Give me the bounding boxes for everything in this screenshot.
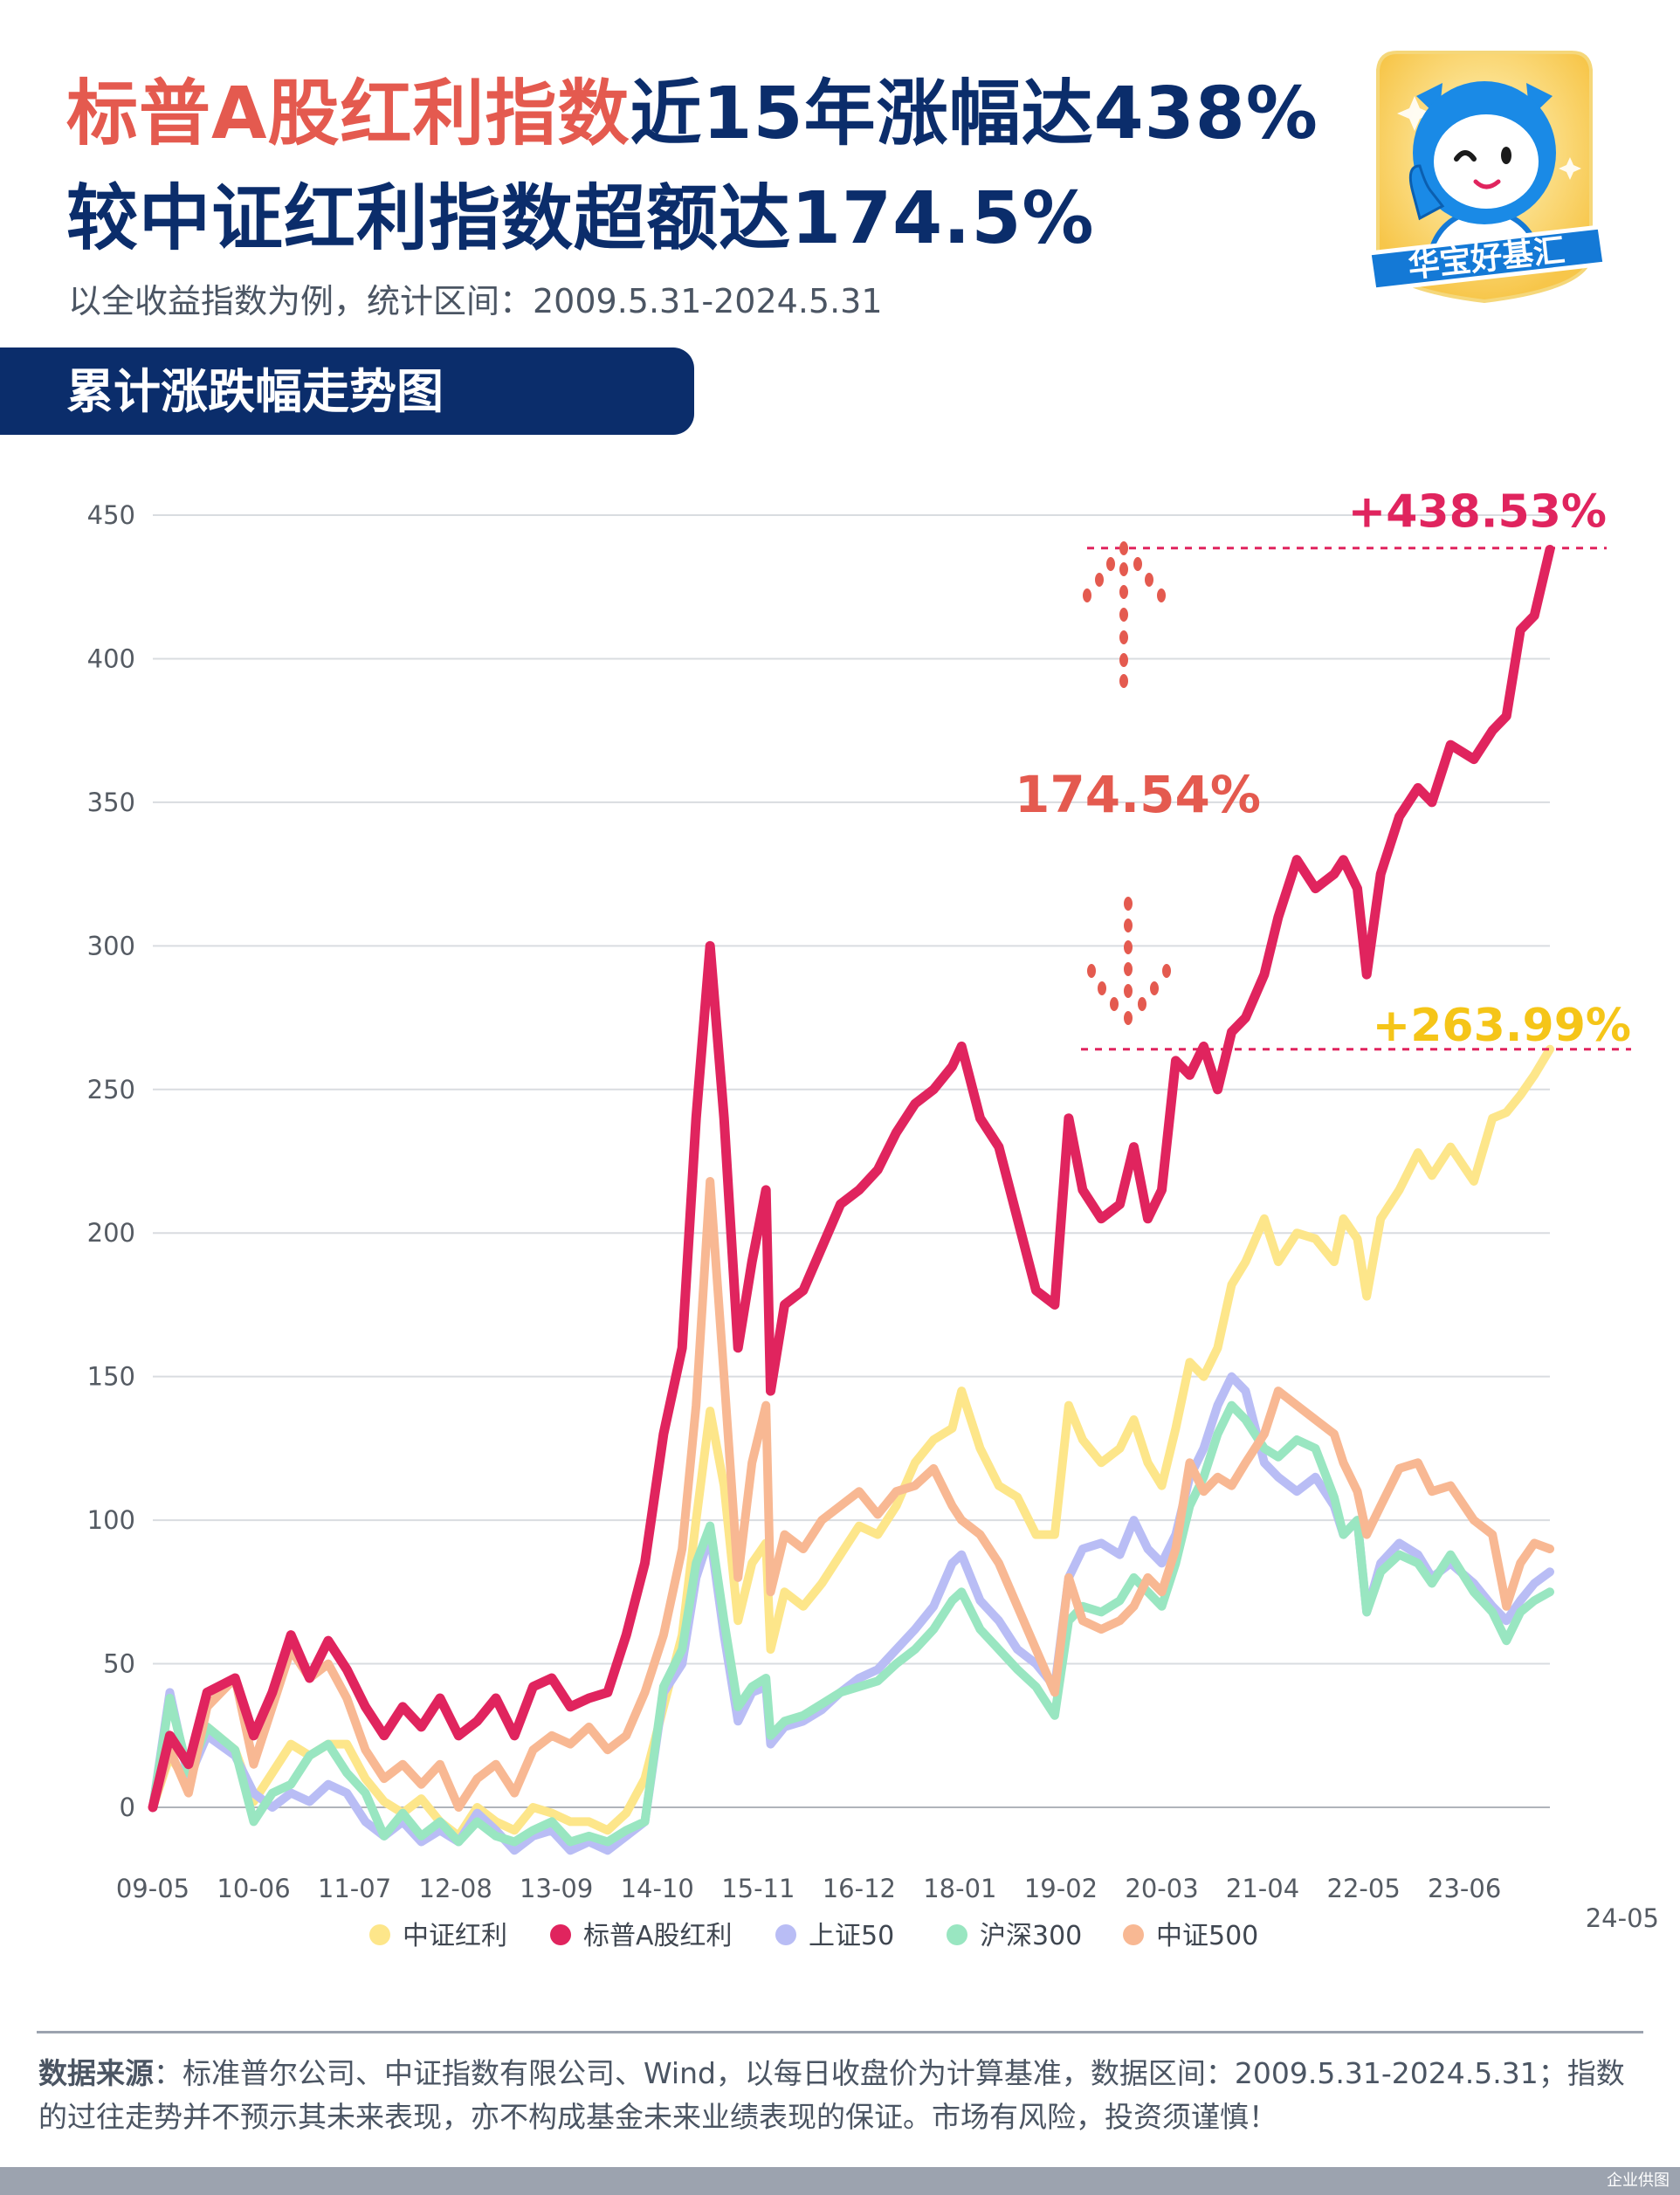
- arrow-dot: [1106, 557, 1115, 571]
- mascot-thumb-icon: [1408, 164, 1445, 221]
- x-tick-label: 15-11: [721, 1874, 795, 1903]
- section-banner: 累计涨跌幅走势图: [0, 347, 694, 435]
- arrow-dot: [1119, 585, 1128, 599]
- mascot-left-eye-icon: [1454, 150, 1477, 162]
- section-title: 累计涨跌幅走势图: [66, 364, 444, 419]
- arrow-dot: [1119, 608, 1128, 622]
- arrow-dot: [1124, 1011, 1133, 1025]
- legend-label-bphl: 标普A股红利: [583, 1921, 733, 1951]
- arrow-dot: [1145, 573, 1153, 587]
- mascot-mouth-icon: [1473, 179, 1501, 189]
- y-tick-label: 450: [87, 500, 135, 530]
- legend-marker-zz500: [1123, 1924, 1144, 1945]
- series-line-bphl: [148, 545, 1555, 1813]
- footer-divider: [37, 2031, 1643, 2033]
- mascot-sparkle-icon: [1397, 96, 1581, 180]
- y-tick-label: 400: [87, 643, 135, 673]
- x-tick-label: 11-07: [318, 1874, 391, 1903]
- y-axis-ticks: 0 50 100 150 200 250 300 350 400 450: [87, 500, 135, 1822]
- subtitle: 以全收益指数为例，统计区间：2009.5.31-2024.5.31: [68, 282, 883, 320]
- x-tick-label: 13-09: [520, 1874, 593, 1903]
- arrow-dot: [1124, 984, 1133, 998]
- arrow-dot: [1119, 562, 1128, 576]
- arrow-dot: [1098, 981, 1106, 995]
- zzhl-end-label: +263.99%: [1373, 1000, 1631, 1052]
- series-line-zz500: [148, 1177, 1554, 1812]
- series-line-zzhl: [148, 1044, 1554, 1841]
- y-tick-label: 0: [120, 1792, 135, 1822]
- arrow-dot: [1124, 962, 1133, 976]
- legend-label-sz50: 上证50: [809, 1921, 894, 1951]
- y-tick-label: 250: [87, 1075, 135, 1104]
- footer-disclaimer: 数据来源：标准普尔公司、中证指数有限公司、Wind，以每日收盘价为计算基准，数据…: [38, 2052, 1645, 2139]
- legend-marker-hs300: [947, 1924, 967, 1945]
- dotted-arrow-up-icon: [1083, 541, 1166, 688]
- x-tick-label: 21-04: [1226, 1874, 1299, 1903]
- bphl-end-label: +438.53%: [1348, 486, 1607, 539]
- footer-source-text: ：标准普尔公司、中证指数有限公司、Wind，以每日收盘价为计算基准，数据区间：2…: [38, 2056, 1625, 2134]
- series-line-hs300: [148, 1400, 1554, 1847]
- arrow-dot: [1119, 653, 1128, 667]
- x-tick-label: 12-08: [419, 1874, 492, 1903]
- arrow-dot: [1119, 630, 1128, 644]
- arrow-dot: [1157, 588, 1166, 602]
- chart-annotations: +438.53% +263.99% 174.54%: [1015, 486, 1631, 1052]
- arrow-dot: [1087, 964, 1096, 978]
- headline-rest: 近15年涨幅达438%: [630, 72, 1319, 155]
- watermark: 企业供图: [1607, 2171, 1670, 2190]
- x-tick-label: 16-12: [823, 1874, 896, 1903]
- chart-legend: 中证红利 标普A股红利 上证50 沪深300 中证500: [369, 1921, 1258, 1951]
- x-tick-label: 24-05: [1586, 1903, 1659, 1933]
- bottom-bar: 企业供图: [0, 2167, 1680, 2195]
- arrow-dot: [1110, 997, 1119, 1011]
- x-tick-label: 19-02: [1024, 1874, 1098, 1903]
- y-tick-label: 200: [87, 1218, 135, 1248]
- arrow-dot: [1124, 897, 1133, 911]
- mascot-right-eye-icon: [1501, 147, 1511, 164]
- arrow-dot: [1095, 573, 1104, 587]
- arrow-dot: [1124, 940, 1133, 954]
- mascot-ribbon-icon: [1367, 224, 1607, 292]
- dotted-arrow-down-icon: [1087, 897, 1171, 1025]
- arrow-dot: [1133, 557, 1142, 571]
- x-tick-label: 10-06: [217, 1874, 290, 1903]
- excess-return-label: 174.54%: [1015, 765, 1261, 824]
- legend-marker-zzhl: [369, 1924, 390, 1945]
- y-tick-label: 300: [87, 931, 135, 960]
- headline-line-1: 标普A股红利指数近15年涨幅达438%: [66, 79, 1319, 150]
- y-tick-label: 150: [87, 1362, 135, 1392]
- headline-highlight: 标普A股红利指数: [66, 72, 630, 155]
- legend-marker-bphl: [550, 1924, 571, 1945]
- x-tick-label: 18-01: [923, 1874, 996, 1903]
- chart-series: [148, 545, 1555, 1855]
- legend-label-zz500: 中证500: [1156, 1921, 1258, 1951]
- y-tick-label: 350: [87, 788, 135, 817]
- arrow-dot: [1124, 919, 1133, 932]
- arrow-dot: [1150, 981, 1159, 995]
- arrow-dot: [1162, 964, 1171, 978]
- x-tick-label: 23-06: [1428, 1874, 1501, 1903]
- x-axis-ticks: 09-05 10-06 11-07 12-08 13-09 14-10 15-11 16-12…: [116, 1874, 1659, 1933]
- headline-line-2: 较中证红利指数超额达174.5%: [66, 177, 1095, 260]
- x-tick-label: 20-03: [1125, 1874, 1198, 1903]
- x-tick-label: 22-05: [1327, 1874, 1401, 1903]
- y-tick-label: 100: [87, 1505, 135, 1535]
- footer-source-label: 数据来源: [38, 2056, 154, 2090]
- mascot-logo: 华宝好基汇: [1367, 51, 1607, 304]
- x-tick-label: 14-10: [621, 1874, 694, 1903]
- legend-marker-sz50: [775, 1924, 796, 1945]
- arrow-dot: [1119, 674, 1128, 688]
- arrow-dot: [1119, 541, 1128, 555]
- arrow-dot: [1083, 588, 1091, 602]
- legend-label-hs300: 沪深300: [980, 1921, 1082, 1951]
- y-tick-label: 50: [103, 1649, 135, 1679]
- chart-gridlines: [153, 514, 1550, 1808]
- arrow-dot: [1138, 997, 1146, 1011]
- cumulative-return-chart: 0 50 100 150 200 250 300 350 400 450 09-05 10-06 11…: [87, 486, 1659, 1951]
- mascot-face-icon: [1434, 114, 1539, 209]
- legend-label-zzhl: 中证红利: [403, 1921, 507, 1951]
- x-tick-label: 09-05: [116, 1874, 189, 1903]
